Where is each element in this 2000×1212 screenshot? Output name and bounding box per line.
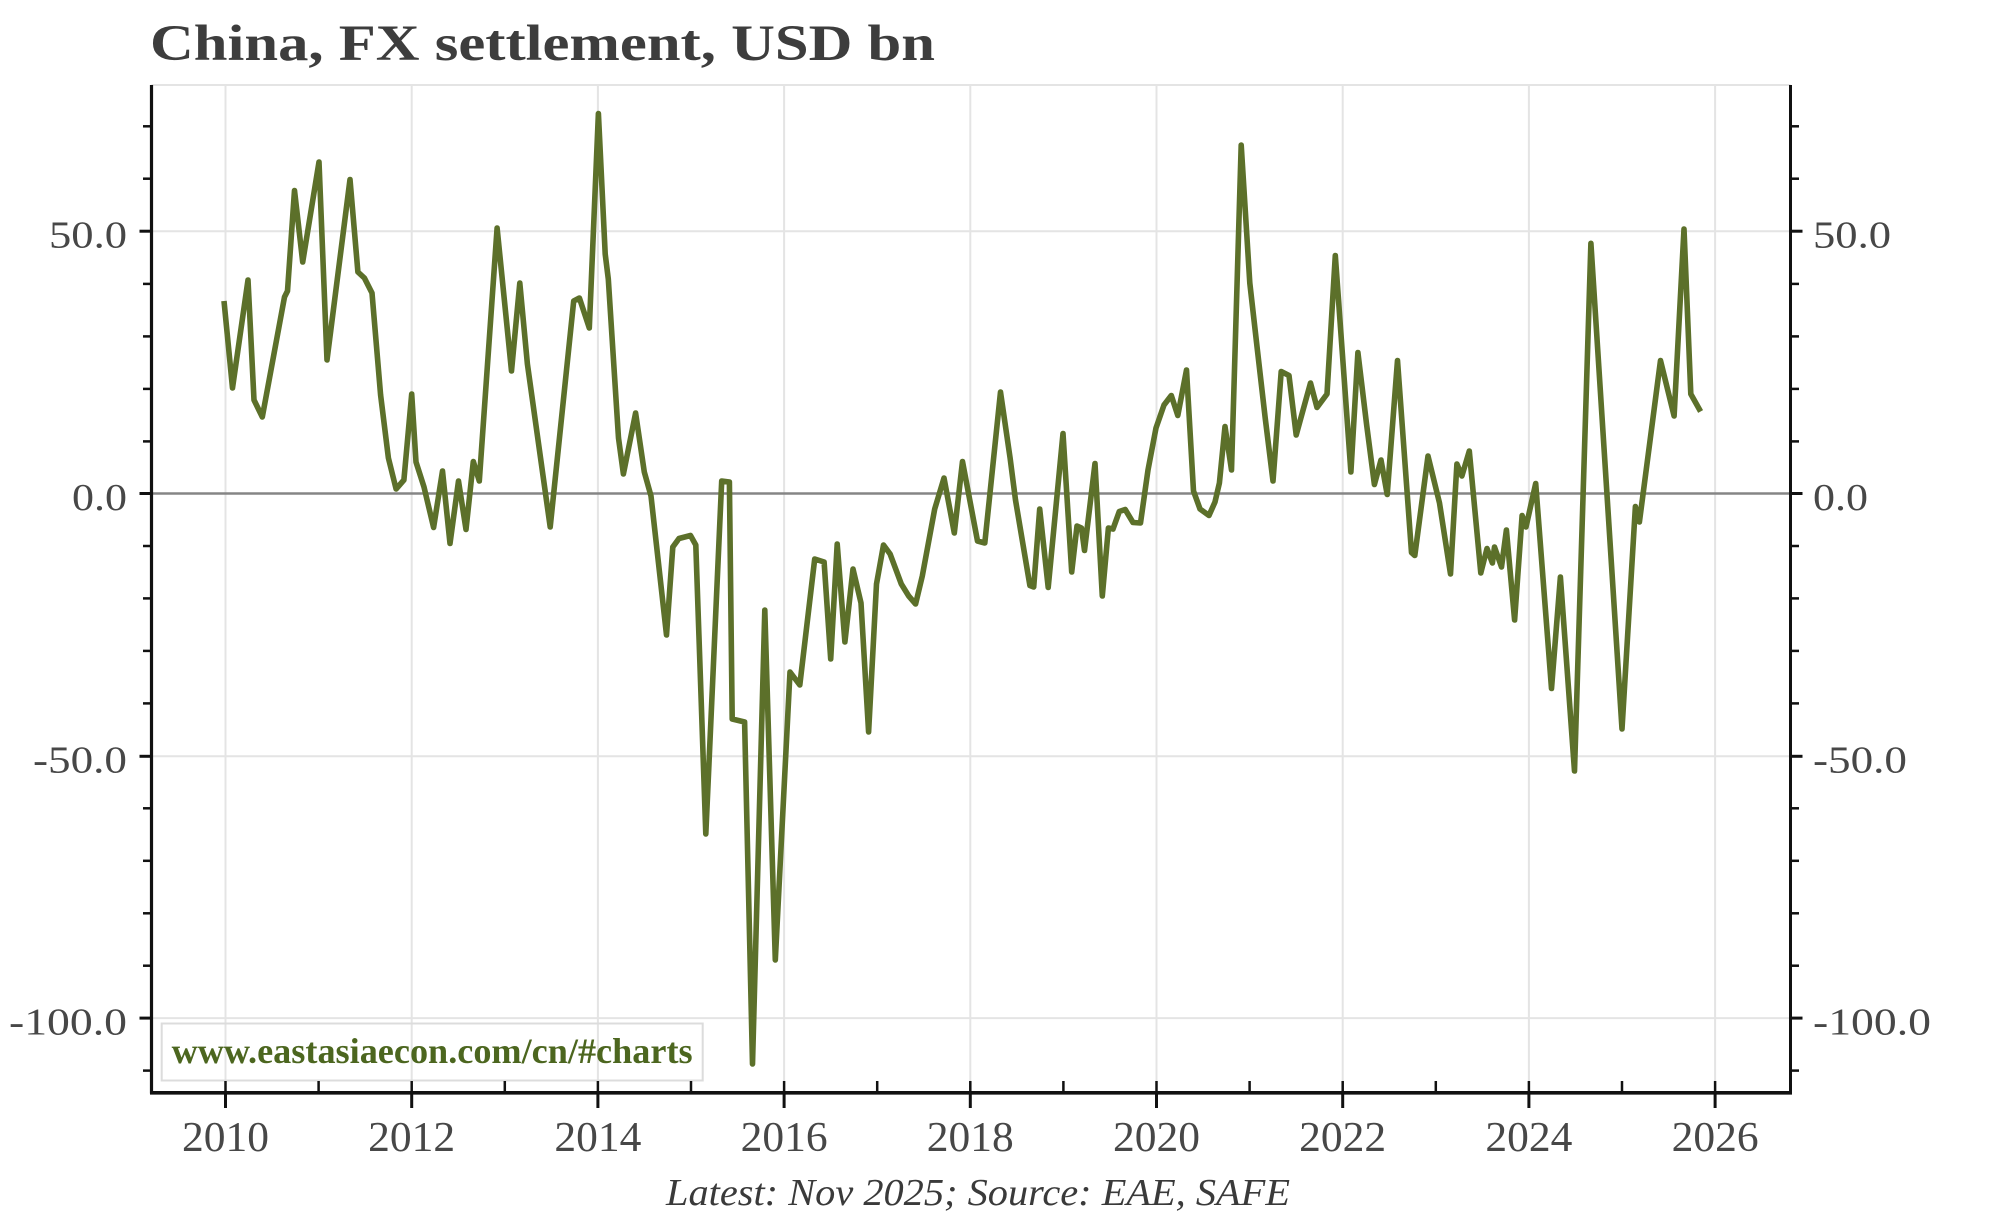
svg-text:2018: 2018 xyxy=(927,1115,1014,1161)
svg-text:2010: 2010 xyxy=(182,1115,269,1161)
svg-text:China, FX settlement, USD bn: China, FX settlement, USD bn xyxy=(150,16,935,72)
svg-text:0.0: 0.0 xyxy=(72,477,127,519)
svg-text:-50.0: -50.0 xyxy=(33,740,127,782)
svg-text:2016: 2016 xyxy=(741,1115,828,1161)
svg-text:www.eastasiaecon.com/cn/#chart: www.eastasiaecon.com/cn/#charts xyxy=(172,1031,693,1071)
svg-text:2012: 2012 xyxy=(368,1115,455,1161)
svg-text:2020: 2020 xyxy=(1113,1115,1200,1161)
svg-text:50.0: 50.0 xyxy=(1813,215,1891,257)
svg-text:2014: 2014 xyxy=(554,1115,641,1161)
svg-text:2022: 2022 xyxy=(1299,1115,1386,1161)
svg-text:Latest: Nov 2025; Source: EAE,: Latest: Nov 2025; Source: EAE, SAFE xyxy=(665,1172,1290,1212)
svg-text:2026: 2026 xyxy=(1672,1115,1759,1161)
svg-text:2024: 2024 xyxy=(1485,1115,1572,1161)
svg-text:-100.0: -100.0 xyxy=(1813,1002,1931,1044)
svg-text:0.0: 0.0 xyxy=(1813,477,1868,519)
svg-text:-100.0: -100.0 xyxy=(9,1002,127,1044)
svg-text:50.0: 50.0 xyxy=(49,215,127,257)
svg-text:-50.0: -50.0 xyxy=(1813,740,1907,782)
